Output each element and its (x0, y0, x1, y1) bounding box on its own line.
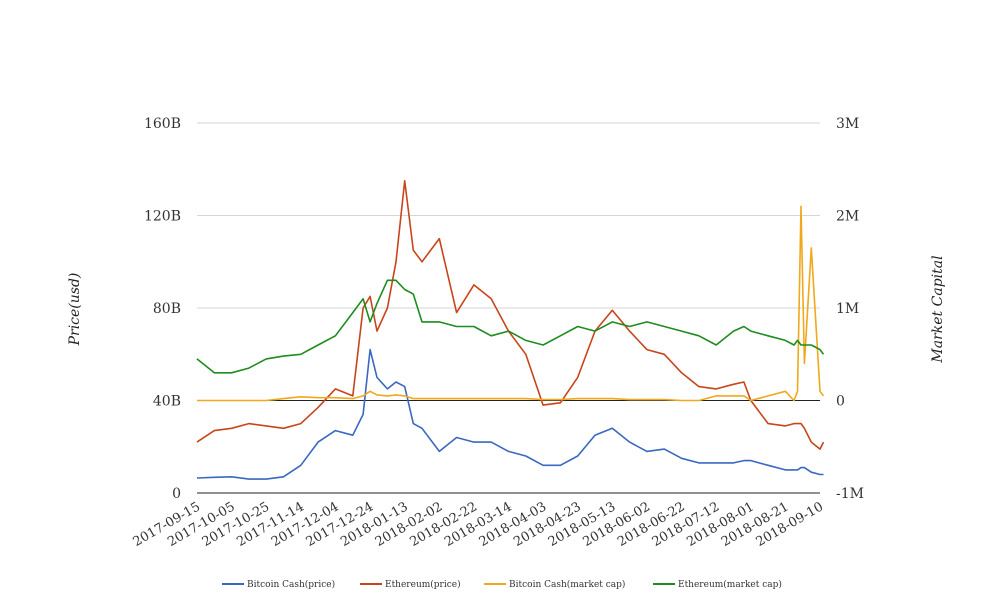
y2-tick-label: 3M (836, 116, 859, 132)
y-axis-right-title: Market Capital (930, 255, 946, 363)
y-tick-label: 40B (153, 394, 181, 410)
y-tick-label: 120B (144, 209, 181, 225)
gridlines (197, 122, 820, 494)
y-axis-left-ticks: 0 40B 80B 120B 160B (144, 116, 181, 502)
series-lines (196, 180, 825, 480)
y2-tick-label: 2M (836, 209, 859, 225)
legend-label: Bitcoin Cash(market cap) (509, 579, 625, 590)
y-axis-left-title: Price(usd) (67, 273, 83, 347)
legend-label: Bitcoin Cash(price) (247, 579, 335, 590)
y2-tick-label: 1M (836, 301, 859, 317)
y-axis-right-ticks: -1M 0 1M 2M 3M (836, 116, 864, 502)
x-axis-ticks: 2017-09-152017-10-052017-10-252017-11-14… (131, 499, 826, 549)
series-line (196, 348, 824, 480)
legend-label: Ethereum(market cap) (678, 579, 782, 590)
series-line (197, 205, 825, 402)
y-tick-label: 0 (172, 486, 181, 502)
y-tick-label: 160B (144, 116, 181, 132)
y-tick-label: 80B (153, 301, 181, 317)
legend-label: Ethereum(price) (385, 579, 461, 590)
y2-tick-label: 0 (836, 394, 845, 410)
legend: Bitcoin Cash(price) Ethereum(price) Bitcoi… (222, 579, 782, 590)
series-line (196, 279, 825, 374)
y2-tick-label: -1M (836, 486, 864, 502)
series-line (196, 180, 825, 450)
